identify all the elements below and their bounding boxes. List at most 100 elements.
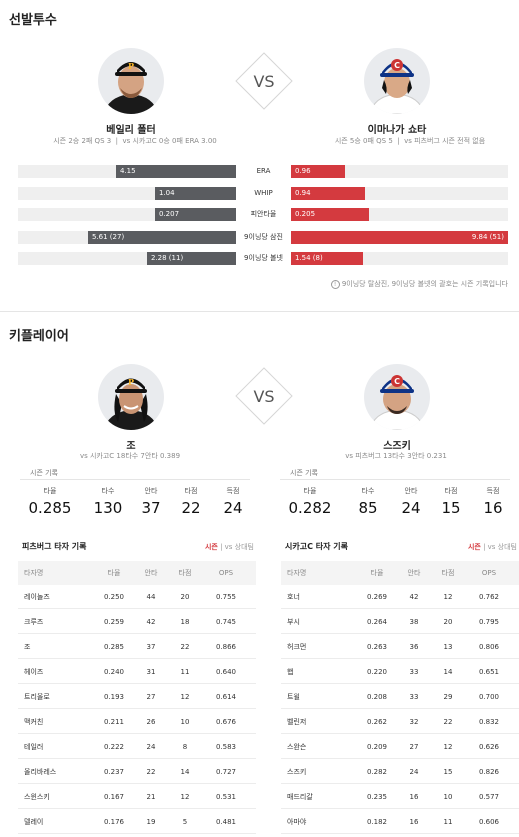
bar-track-right: 0.205 xyxy=(291,208,508,221)
batter-name[interactable]: 테일러 xyxy=(24,743,44,751)
home-key-player-avatar[interactable]: P xyxy=(98,364,164,430)
season-stat-label: 타점 xyxy=(184,487,198,495)
home-key-player-vs-record: vs 시카고C 18타수 7안타 0.389 xyxy=(79,452,181,460)
table-tabs: 시즌 | vs 상대팀 xyxy=(204,543,254,551)
column-header[interactable]: OPS xyxy=(481,569,497,577)
season-stat-value: 0.282 xyxy=(288,499,332,517)
table-row[interactable]: 부시 0.264 38 20 0.795 xyxy=(281,610,519,634)
table-row[interactable]: 스완슨 0.209 27 12 0.626 xyxy=(281,735,519,759)
table-row[interactable]: 테일러 0.222 24 8 0.583 xyxy=(18,735,256,759)
section-title-key-players: 키플레이어 xyxy=(9,329,69,344)
stat-cell: 42 xyxy=(146,618,156,626)
cubs-player-photo: C xyxy=(364,364,430,430)
season-stat: 안타 37 xyxy=(136,486,166,517)
home-key-player-name[interactable]: 조 xyxy=(126,441,136,452)
table-row[interactable]: 헤이즈 0.240 31 11 0.640 xyxy=(18,660,256,684)
tab-season[interactable]: 시즌 xyxy=(467,543,481,551)
bar-track-right: 0.94 xyxy=(291,187,508,200)
table-row[interactable]: 레이놀즈 0.250 44 20 0.755 xyxy=(18,585,256,609)
batter-name[interactable]: 햅 xyxy=(287,668,294,676)
table-row[interactable]: 조 0.285 37 22 0.866 xyxy=(18,635,256,659)
table-row[interactable]: 올리바레스 0.237 22 14 0.727 xyxy=(18,760,256,784)
batter-name[interactable]: 크루즈 xyxy=(24,618,44,626)
stat-cell: 0.282 xyxy=(366,768,388,776)
comparison-label: ERA xyxy=(256,167,271,175)
home-pitcher-avatar[interactable]: P xyxy=(98,48,164,114)
stat-cell: 0.209 xyxy=(366,743,388,751)
batter-name[interactable]: 레이놀즈 xyxy=(24,593,50,601)
bar-track-right: 9.84 (51) xyxy=(291,231,508,244)
table-row[interactable]: 호너 0.269 42 12 0.762 xyxy=(281,585,519,609)
column-header[interactable]: 타자명 xyxy=(287,569,307,577)
tab-season[interactable]: 시즌 xyxy=(204,543,218,551)
table-row[interactable]: 매드리갈 0.235 16 10 0.577 xyxy=(281,785,519,809)
column-header[interactable]: OPS xyxy=(218,569,234,577)
away-key-player-name[interactable]: 스즈키 xyxy=(383,441,411,452)
batter-name[interactable]: 올리바레스 xyxy=(24,768,57,776)
column-header[interactable]: 타자명 xyxy=(24,569,44,577)
table-row[interactable]: 델레이 0.176 19 5 0.481 xyxy=(18,810,256,834)
season-stat: 타수 130 xyxy=(90,486,126,517)
column-header[interactable]: 안타 xyxy=(144,569,158,577)
batter-name[interactable]: 헤이즈 xyxy=(24,668,44,676)
table-row[interactable]: 트리올로 0.193 27 12 0.614 xyxy=(18,685,256,709)
stat-cell: 33 xyxy=(409,693,419,701)
stat-cell: 0.676 xyxy=(215,718,237,726)
svg-text:P: P xyxy=(128,61,134,71)
batter-name[interactable]: 허크먼 xyxy=(287,643,307,651)
season-stat-value: 130 xyxy=(93,499,123,517)
stat-cell: 18 xyxy=(180,618,190,626)
bar-track-left: 1.04 xyxy=(18,187,236,200)
table-row[interactable]: 벨린저 0.262 32 22 0.832 xyxy=(281,710,519,734)
column-header[interactable]: 타점 xyxy=(178,569,192,577)
season-stat-label: 득점 xyxy=(486,487,500,495)
stat-cell: 0.762 xyxy=(478,593,500,601)
vs-badge-pitchers: VS xyxy=(234,51,294,111)
batter-name[interactable]: 매드리갈 xyxy=(287,793,313,801)
stat-cell: 22 xyxy=(180,643,190,651)
away-season-record-title: 시즌 기록 xyxy=(290,469,318,477)
table-row[interactable]: 스즈키 0.282 24 15 0.826 xyxy=(281,760,519,784)
table-row[interactable]: 허크먼 0.263 36 13 0.806 xyxy=(281,635,519,659)
stat-cell: 16 xyxy=(409,818,419,826)
table-row[interactable]: 맥커친 0.211 26 10 0.676 xyxy=(18,710,256,734)
column-header[interactable]: 타점 xyxy=(441,569,455,577)
table-row[interactable]: 크루즈 0.259 42 18 0.745 xyxy=(18,610,256,634)
table-row[interactable]: 아마야 0.182 16 11 0.606 xyxy=(281,810,519,834)
tab-vs-opponent[interactable]: vs 상대팀 xyxy=(224,543,254,551)
table-row[interactable]: 스윈스키 0.167 21 12 0.531 xyxy=(18,785,256,809)
batter-name[interactable]: 벨린저 xyxy=(287,718,307,726)
batter-name[interactable]: 부시 xyxy=(287,618,300,626)
home-pitcher-name[interactable]: 베일리 폴터 xyxy=(106,125,156,136)
away-key-player-avatar[interactable]: C xyxy=(364,364,430,430)
away-pitcher-avatar[interactable]: C xyxy=(364,48,430,114)
column-header[interactable]: 타율 xyxy=(370,569,384,577)
stat-cell: 0.531 xyxy=(215,793,237,801)
tab-vs-opponent[interactable]: vs 상대팀 xyxy=(487,543,517,551)
season-stat-label: 타수 xyxy=(101,487,115,495)
batter-name[interactable]: 조 xyxy=(24,643,31,651)
batter-name[interactable]: 트리올로 xyxy=(24,693,50,701)
stat-cell: 0.614 xyxy=(215,693,237,701)
stat-cell: 0.626 xyxy=(478,743,500,751)
table-row[interactable]: 트윌 0.208 33 29 0.700 xyxy=(281,685,519,709)
season-stat-value: 24 xyxy=(223,499,243,517)
batter-name[interactable]: 스즈키 xyxy=(287,768,307,776)
batter-name[interactable]: 스윈스키 xyxy=(24,793,50,801)
batter-name[interactable]: 맥커친 xyxy=(24,718,44,726)
stat-cell: 37 xyxy=(146,643,156,651)
away-stat-bar: 0.94 xyxy=(291,187,365,200)
stat-cell: 11 xyxy=(443,818,453,826)
table-title: 시카고C 타자 기록 xyxy=(285,542,348,551)
stat-cell: 44 xyxy=(146,593,156,601)
batter-name[interactable]: 스완슨 xyxy=(287,743,307,751)
batter-name[interactable]: 아마야 xyxy=(287,818,307,826)
away-pitcher-name[interactable]: 이마나가 쇼타 xyxy=(367,125,427,136)
table-row[interactable]: 햅 0.220 33 14 0.651 xyxy=(281,660,519,684)
column-header[interactable]: 안타 xyxy=(407,569,421,577)
batter-name[interactable]: 델레이 xyxy=(24,818,44,826)
stat-cell: 0.832 xyxy=(478,718,500,726)
batter-name[interactable]: 호너 xyxy=(287,593,300,601)
column-header[interactable]: 타율 xyxy=(107,569,121,577)
batter-name[interactable]: 트윌 xyxy=(287,693,300,701)
